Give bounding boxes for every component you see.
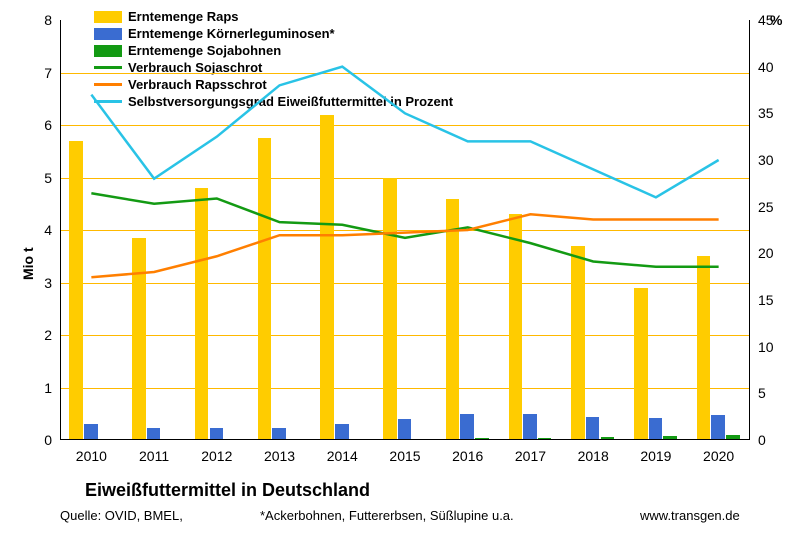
site-link: www.transgen.de: [640, 508, 740, 523]
x-tick: 2017: [515, 448, 546, 464]
x-tick: 2010: [76, 448, 107, 464]
x-tick: 2014: [327, 448, 358, 464]
source-note: Quelle: OVID, BMEL,: [60, 508, 183, 523]
line-selbst: [91, 67, 718, 198]
x-tick: 2018: [578, 448, 609, 464]
axis-bottom: [60, 439, 750, 440]
y-tick-right: 15: [758, 292, 798, 308]
y-tick-right: 0: [758, 432, 798, 448]
x-tick: 2019: [640, 448, 671, 464]
line-layer: [60, 20, 750, 440]
axis-right: [749, 20, 750, 440]
y-tick-left: 6: [12, 117, 52, 133]
y-axis-label-left: Mio t: [20, 247, 36, 280]
y-tick-right: 5: [758, 385, 798, 401]
y-tick-right: 25: [758, 199, 798, 215]
chart-title: Eiweißfuttermittel in Deutschland: [85, 480, 370, 501]
line-vsoja: [91, 193, 718, 267]
y-tick-left: 2: [12, 327, 52, 343]
footnote: *Ackerbohnen, Futtererbsen, Süßlupine u.…: [260, 508, 514, 523]
y-tick-right: 35: [758, 105, 798, 121]
y-tick-left: 1: [12, 380, 52, 396]
x-tick: 2012: [201, 448, 232, 464]
x-tick: 2011: [139, 448, 169, 464]
y-tick-right: 10: [758, 339, 798, 355]
y-tick-left: 8: [12, 12, 52, 28]
line-vraps: [91, 214, 718, 277]
x-tick: 2016: [452, 448, 483, 464]
y-tick-left: 7: [12, 65, 52, 81]
y-tick-left: 5: [12, 170, 52, 186]
y-tick-right: 40: [758, 59, 798, 75]
y-axis-label-right: %: [770, 12, 782, 28]
y-tick-left: 0: [12, 432, 52, 448]
axis-left: [60, 20, 61, 440]
y-tick-left: 4: [12, 222, 52, 238]
y-tick-right: 20: [758, 245, 798, 261]
x-tick: 2020: [703, 448, 734, 464]
x-tick: 2013: [264, 448, 295, 464]
plot-area: 0123456780510152025303540452010201120122…: [60, 20, 750, 440]
x-tick: 2015: [389, 448, 420, 464]
y-tick-right: 30: [758, 152, 798, 168]
